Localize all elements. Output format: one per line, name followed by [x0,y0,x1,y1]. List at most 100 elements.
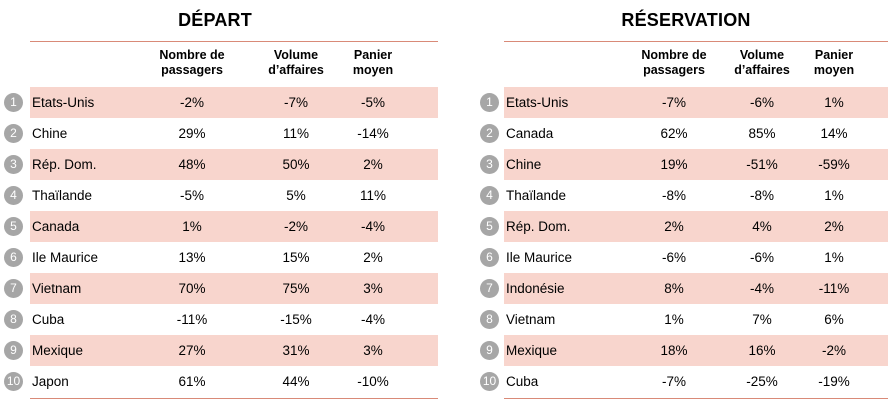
row-band [504,211,888,242]
rank-badge: 5 [4,217,23,236]
panier-cell: -4% [360,312,385,327]
table-row: 2 Chine 29% 11% -14% [0,118,440,149]
volume-cell: 15% [282,250,310,265]
panier-cell: 1% [824,188,844,203]
passagers-cell: 61% [178,374,206,389]
reservation-title: RÉSERVATION [621,10,751,30]
panier-cell: 2% [824,219,844,234]
row-band [504,87,888,118]
reservation-bottom-rule [504,398,888,399]
depart-header-passagers: Nombre de passagers [159,48,225,77]
country-cell: Rép. Dom. [32,157,97,172]
rank-badge: 5 [480,217,499,236]
country-cell: Chine [32,126,68,141]
volume-cell: 85% [748,126,776,141]
table-row: 4 Thaïlande -5% 5% 11% [0,180,440,211]
rank-badge: 9 [4,341,23,360]
passagers-cell: 70% [178,281,206,296]
panier-cell: -4% [360,219,385,234]
volume-cell: -7% [283,95,308,110]
rank-badge: 7 [480,279,499,298]
passagers-cell: 48% [178,157,206,172]
rank-badge: 1 [4,93,23,112]
country-cell: Mexique [32,343,84,358]
country-cell: Etats-Unis [506,95,569,110]
table-row: 9 Mexique 27% 31% 3% [0,335,440,366]
depart-header-volume: Volume d’affaires [268,48,324,77]
country-cell: Chine [506,157,542,172]
row-band [504,335,888,366]
rank-badge: 6 [4,248,23,267]
volume-cell: 11% [282,126,310,141]
panier-cell: 1% [824,250,844,265]
rank-badge: 7 [4,279,23,298]
table-row: 10 Cuba -7% -25% -19% [476,366,890,397]
panier-cell: -5% [360,95,385,110]
rank-badge: 3 [4,155,23,174]
volume-cell: -25% [746,374,778,389]
volume-cell: -6% [749,95,774,110]
volume-cell: 44% [282,374,310,389]
rank-badge: 2 [480,124,499,143]
rank-badge: 4 [4,186,23,205]
panier-cell: 3% [363,343,383,358]
country-cell: Ile Maurice [32,250,99,265]
passagers-cell: 1% [182,219,202,234]
depart-bottom-rule [30,398,438,399]
country-cell: Canada [506,126,554,141]
passagers-cell: 2% [664,219,684,234]
volume-cell: -2% [283,219,308,234]
country-cell: Cuba [506,374,539,389]
table-row: 5 Rép. Dom. 2% 4% 2% [476,211,890,242]
depart-title: DÉPART [178,10,252,30]
volume-cell: 75% [282,281,310,296]
panier-cell: -2% [821,343,846,358]
panier-cell: 11% [359,188,387,203]
table-row: 7 Indonésie 8% -4% -11% [476,273,890,304]
passagers-cell: 18% [660,343,688,358]
table-row: 10 Japon 61% 44% -10% [0,366,440,397]
rank-badge: 10 [4,372,23,391]
rank-badge: 1 [480,93,499,112]
volume-cell: -51% [746,157,778,172]
country-cell: Cuba [32,312,65,327]
row-band [504,273,888,304]
table-row: 8 Vietnam 1% 7% 6% [476,304,890,335]
country-cell: Japon [32,374,69,389]
panier-cell: -10% [357,374,389,389]
passagers-cell: -6% [661,250,686,265]
table-row: 6 Ile Maurice -6% -6% 1% [476,242,890,273]
panier-cell: 1% [824,95,844,110]
row-band [504,149,888,180]
panier-cell: 3% [363,281,383,296]
row-band [30,211,438,242]
passagers-cell: 8% [664,281,684,296]
panier-cell: -19% [818,374,850,389]
volume-cell: -15% [280,312,312,327]
reservation-header-rule [504,41,888,42]
reservation-header-volume: Volume d’affaires [734,48,790,77]
volume-cell: -6% [749,250,774,265]
table-row: 1 Etats-Unis -7% -6% 1% [476,87,890,118]
passagers-cell: 19% [660,157,688,172]
panier-cell: 2% [363,157,383,172]
country-cell: Vietnam [506,312,556,327]
panier-cell: -11% [818,281,850,296]
country-cell: Canada [32,219,80,234]
passagers-cell: -8% [661,188,686,203]
rank-badge: 6 [480,248,499,267]
country-cell: Thaïlande [32,188,93,203]
rank-badge: 4 [480,186,499,205]
table-row: 1 Etats-Unis -2% -7% -5% [0,87,440,118]
volume-cell: -4% [749,281,774,296]
depart-header-rule [30,41,438,42]
country-cell: Etats-Unis [32,95,95,110]
panier-cell: -14% [357,126,389,141]
country-cell: Rép. Dom. [506,219,571,234]
reservation-header-passagers: Nombre de passagers [641,48,707,77]
depart-header-panier: Panier moyen [352,48,394,77]
table-row: 3 Chine 19% -51% -59% [476,149,890,180]
country-cell: Ile Maurice [506,250,573,265]
passagers-cell: 1% [664,312,684,327]
row-band [30,273,438,304]
